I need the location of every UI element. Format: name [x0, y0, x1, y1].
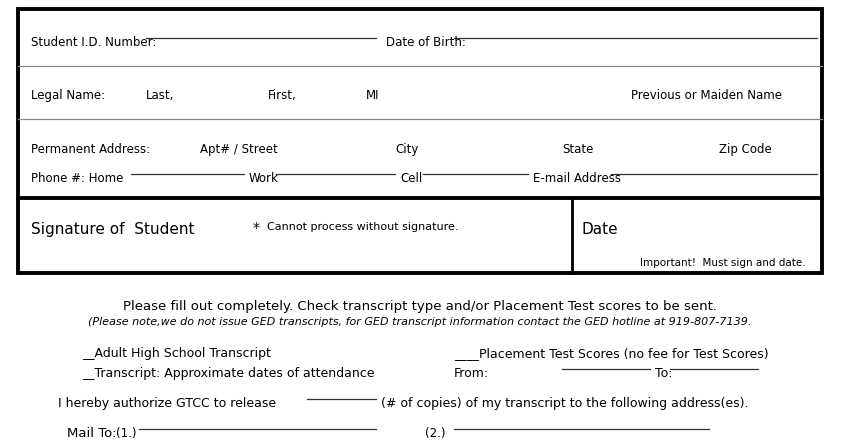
Text: __Adult High School Transcript: __Adult High School Transcript: [82, 347, 271, 360]
Text: Work: Work: [248, 173, 279, 186]
Text: Permanent Address:: Permanent Address:: [31, 143, 150, 156]
Text: Date of Birth:: Date of Birth:: [386, 36, 466, 49]
Text: Mail To:: Mail To:: [67, 427, 117, 440]
Text: Student I.D. Number:: Student I.D. Number:: [31, 36, 156, 49]
Text: Date: Date: [581, 222, 618, 237]
Text: From:: From:: [454, 367, 490, 380]
Text: First,: First,: [268, 89, 297, 102]
Text: Phone #: Home: Phone #: Home: [31, 173, 123, 186]
Text: Previous or Maiden Name: Previous or Maiden Name: [631, 89, 781, 102]
Text: *: *: [253, 221, 265, 235]
Text: State: State: [562, 143, 593, 156]
Text: Please fill out completely. Check transcript type and/or Placement Test scores t: Please fill out completely. Check transc…: [123, 299, 717, 312]
Text: Apt# / Street: Apt# / Street: [200, 143, 277, 156]
Text: (# of copies) of my transcript to the following address(es).: (# of copies) of my transcript to the fo…: [381, 397, 748, 410]
Text: Legal Name:: Legal Name:: [31, 89, 105, 102]
Text: (2.): (2.): [425, 427, 445, 440]
Text: ____Placement Test Scores (no fee for Test Scores): ____Placement Test Scores (no fee for Te…: [454, 347, 769, 360]
Text: E-mail Address: E-mail Address: [533, 173, 620, 186]
Text: (1.): (1.): [116, 427, 137, 440]
Text: Signature of  Student: Signature of Student: [31, 222, 195, 237]
Text: Important!  Must sign and date.: Important! Must sign and date.: [640, 258, 806, 268]
FancyBboxPatch shape: [19, 9, 822, 273]
Text: Cannot process without signature.: Cannot process without signature.: [267, 222, 459, 232]
Text: To:: To:: [655, 367, 672, 380]
Text: I hereby authorize GTCC to release: I hereby authorize GTCC to release: [58, 397, 275, 410]
Text: MI: MI: [366, 89, 380, 102]
Text: (Please note,we do not issue GED transcripts, for GED transcript information con: (Please note,we do not issue GED transcr…: [88, 317, 751, 327]
Text: Zip Code: Zip Code: [719, 143, 772, 156]
Text: __Transcript: Approximate dates of attendance: __Transcript: Approximate dates of atten…: [82, 367, 375, 380]
Text: City: City: [395, 143, 419, 156]
Text: Cell: Cell: [400, 173, 422, 186]
Text: Last,: Last,: [145, 89, 174, 102]
